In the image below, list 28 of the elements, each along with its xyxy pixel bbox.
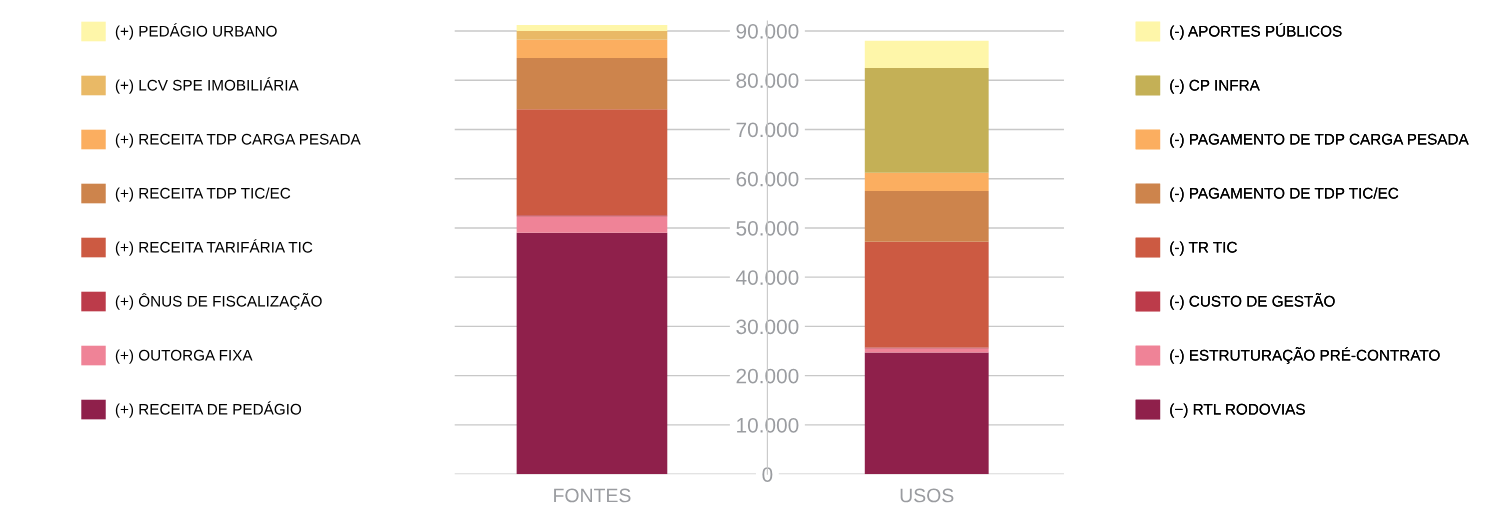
legend-label: (+) PEDÁGIO URBANO: [115, 23, 277, 40]
y-tick-label: 30.000: [736, 319, 799, 335]
legend-label: (-) TR TIC: [1170, 241, 1237, 256]
legend-label: (+) LCV SPE IMOBILIÁRIA: [115, 77, 299, 94]
legend-label: (-) PAGAMENTO DE TDP CARGA PESADA: [1170, 133, 1469, 148]
legend-label: (-) PAGAMENTO DE TDP TIC/EC: [1170, 187, 1399, 202]
legend-label: (-) CUSTO DE GESTÃO: [1170, 293, 1335, 310]
y-tick-label: 50.000: [736, 220, 799, 236]
legend-label: (-) APORTES PÚBLICOS: [1170, 23, 1342, 40]
y-tick-label: 20.000: [736, 368, 799, 384]
legend-label: (+) ÔNUS DE FISCALIZAÇÃO: [115, 293, 322, 310]
legend-label: (+) RECEITA TARIFÁRIA TIC: [115, 239, 313, 256]
y-tick-label: 60.000: [736, 171, 799, 187]
legend-label: (-) CP INFRA: [1170, 79, 1260, 94]
y-tick-label: 90.000: [736, 23, 799, 39]
y-tick-label: 40.000: [736, 270, 799, 285]
x-tick-label: FONTES: [554, 488, 631, 503]
legend-label: (-) ESTRUTURAÇÃO PRÉ-CONTRATO: [1170, 347, 1440, 364]
legend-label: (+) RECEITA DE PEDÁGIO: [115, 401, 302, 418]
legend-label: (+) RECEITA TDP CARGA PESADA: [115, 133, 361, 148]
x-tick-label: USOS: [900, 488, 954, 503]
legend-label: (−) RTL RODOVIAS: [1170, 403, 1305, 418]
legend-label: (+) OUTORGA FIXA: [115, 349, 253, 364]
y-tick-label: 80.000: [736, 73, 799, 88]
legend-label: (+) RECEITA TDP TIC/EC: [115, 187, 291, 202]
y-tick-label: 0: [762, 467, 773, 482]
y-tick-label: 70.000: [736, 122, 799, 138]
y-tick-label: 10.000: [737, 417, 799, 433]
